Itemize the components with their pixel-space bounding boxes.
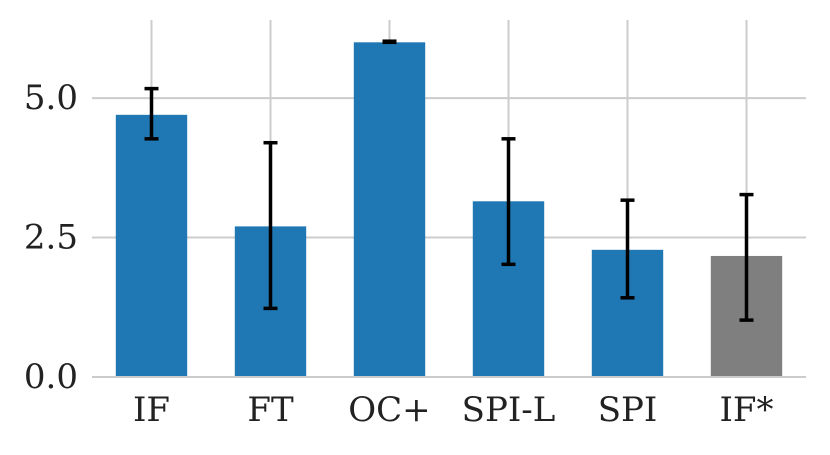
x-tick-label: OC+ bbox=[348, 390, 430, 430]
x-tick-label: SPI bbox=[598, 390, 658, 430]
bars bbox=[115, 42, 783, 377]
x-tick-labels: IF FT OC+ SPI-L SPI IF* bbox=[133, 390, 774, 430]
bar bbox=[353, 42, 426, 377]
x-tick-label: SPI-L bbox=[462, 390, 556, 430]
bar bbox=[115, 114, 188, 377]
y-tick-label: 2.5 bbox=[24, 218, 78, 258]
error-bar bbox=[501, 137, 516, 267]
error-bars bbox=[144, 39, 754, 322]
error-bar bbox=[382, 39, 397, 45]
x-tick-label: FT bbox=[247, 390, 294, 430]
y-tick-labels: 0.0 2.5 5.0 bbox=[24, 78, 78, 397]
grid bbox=[92, 20, 806, 377]
y-tick-label: 0.0 bbox=[24, 357, 78, 397]
error-bar bbox=[739, 192, 754, 322]
error-bar bbox=[144, 86, 159, 141]
error-bar bbox=[620, 198, 635, 300]
x-tick-label: IF bbox=[133, 390, 170, 430]
error-bar bbox=[263, 140, 278, 311]
y-tick-label: 5.0 bbox=[24, 78, 78, 118]
x-tick-label: IF* bbox=[719, 390, 773, 430]
